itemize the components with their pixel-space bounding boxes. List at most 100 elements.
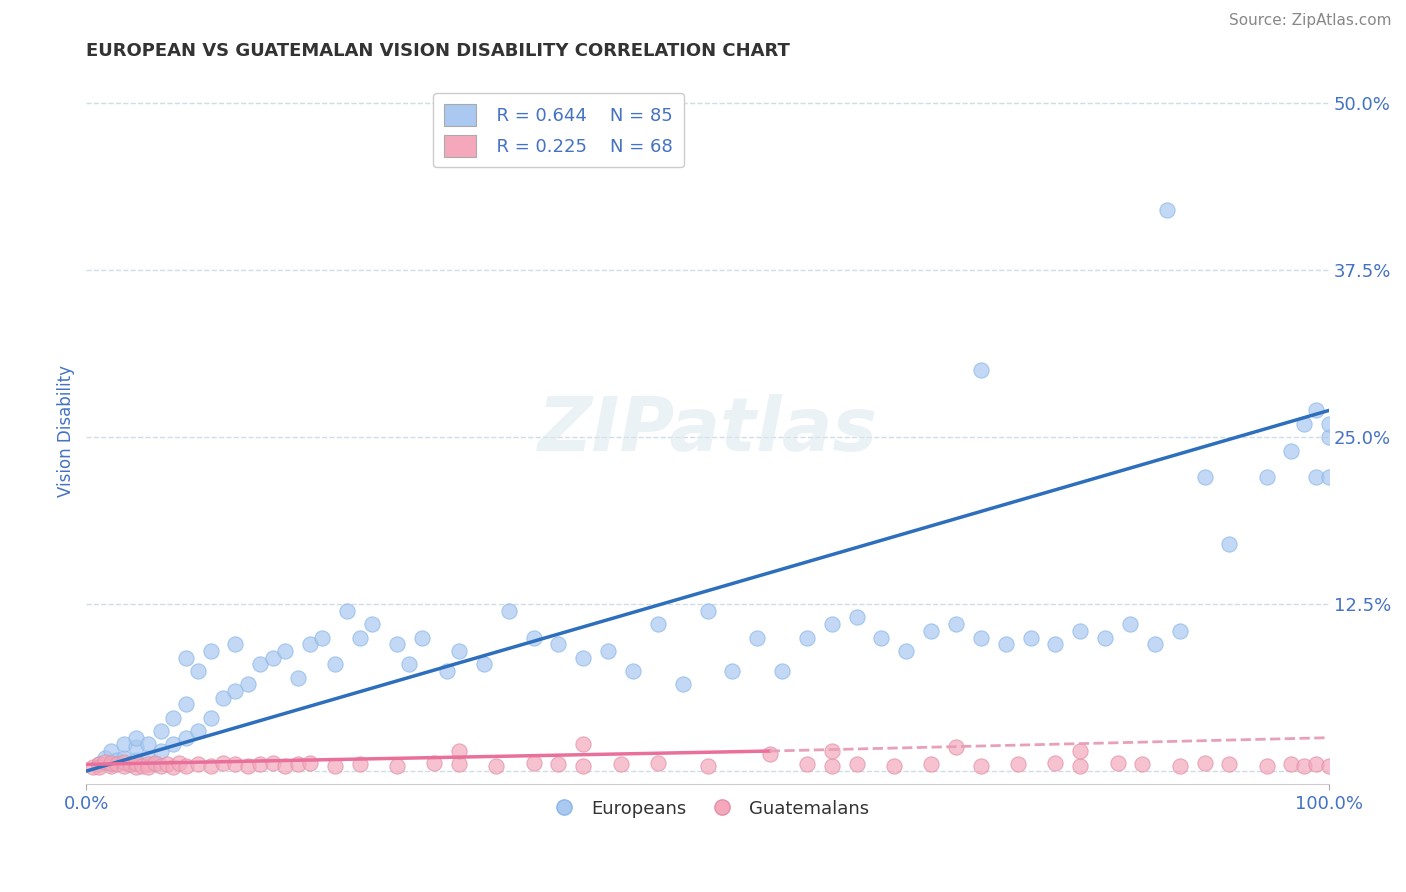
Point [609,757,631,772]
Point [1218,757,1240,772]
Point [821,758,844,772]
Point [174,758,197,772]
Point [287,757,309,772]
Point [821,744,844,758]
Point [162,711,184,725]
Point [1317,758,1340,772]
Point [1069,758,1091,772]
Point [398,657,420,672]
Point [920,624,942,638]
Point [336,604,359,618]
Point [105,753,128,767]
Point [94,750,117,764]
Point [447,644,470,658]
Point [361,617,384,632]
Point [1194,756,1216,770]
Point [385,637,408,651]
Point [212,690,235,705]
Text: Source: ZipAtlas.com: Source: ZipAtlas.com [1229,13,1392,29]
Point [100,757,122,772]
Point [945,739,967,754]
Point [845,757,868,772]
Point [523,756,546,770]
Point [647,756,669,770]
Point [447,757,470,772]
Point [1292,758,1315,772]
Point [447,744,470,758]
Point [249,657,271,672]
Point [200,711,222,725]
Y-axis label: Vision Disability: Vision Disability [58,365,75,497]
Point [212,756,235,770]
Point [143,756,166,770]
Point [1305,403,1327,417]
Point [1094,631,1116,645]
Point [796,631,818,645]
Point [149,758,172,772]
Point [1107,756,1129,770]
Point [262,650,284,665]
Point [1256,758,1278,772]
Point [162,737,184,751]
Point [994,637,1017,651]
Point [385,758,408,772]
Point [138,760,160,774]
Point [200,644,222,658]
Point [323,657,346,672]
Text: ZIPatlas: ZIPatlas [537,394,877,467]
Point [1168,624,1191,638]
Point [224,684,246,698]
Point [547,757,569,772]
Point [149,724,172,739]
Point [112,755,135,769]
Point [758,747,780,761]
Point [138,750,160,764]
Point [349,631,371,645]
Point [138,757,160,772]
Point [1317,430,1340,444]
Point [174,650,197,665]
Point [187,664,209,678]
Point [472,657,495,672]
Point [94,755,117,769]
Point [100,756,122,770]
Point [1168,758,1191,772]
Point [125,739,148,754]
Point [1045,756,1067,770]
Point [1119,617,1142,632]
Point [1069,744,1091,758]
Point [298,756,321,770]
Point [1256,470,1278,484]
Point [547,637,569,651]
Point [770,664,793,678]
Point [696,758,718,772]
Point [118,757,141,772]
Point [1305,757,1327,772]
Point [274,644,297,658]
Point [970,758,993,772]
Point [118,757,141,772]
Point [236,677,259,691]
Point [485,758,508,772]
Point [647,617,669,632]
Point [1292,417,1315,431]
Point [125,731,148,745]
Text: EUROPEAN VS GUATEMALAN VISION DISABILITY CORRELATION CHART: EUROPEAN VS GUATEMALAN VISION DISABILITY… [86,42,790,60]
Point [323,758,346,772]
Point [1218,537,1240,551]
Point [169,756,191,770]
Point [1281,757,1303,772]
Point [721,664,744,678]
Legend: Europeans, Guatemalans: Europeans, Guatemalans [538,792,876,825]
Point [100,758,122,772]
Point [125,756,148,770]
Point [274,758,297,772]
Point [138,737,160,751]
Point [870,631,893,645]
Point [970,631,993,645]
Point [572,737,595,751]
Point [436,664,458,678]
Point [162,760,184,774]
Point [200,758,222,772]
Point [224,637,246,651]
